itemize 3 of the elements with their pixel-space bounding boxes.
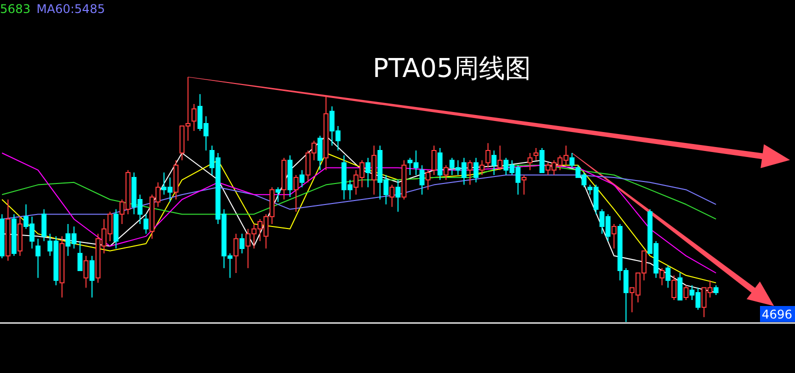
annotation: 4696: [760, 306, 795, 322]
chart-title: PTA05周线图: [372, 54, 532, 84]
legend: 5683 MA60:5485: [0, 2, 105, 16]
